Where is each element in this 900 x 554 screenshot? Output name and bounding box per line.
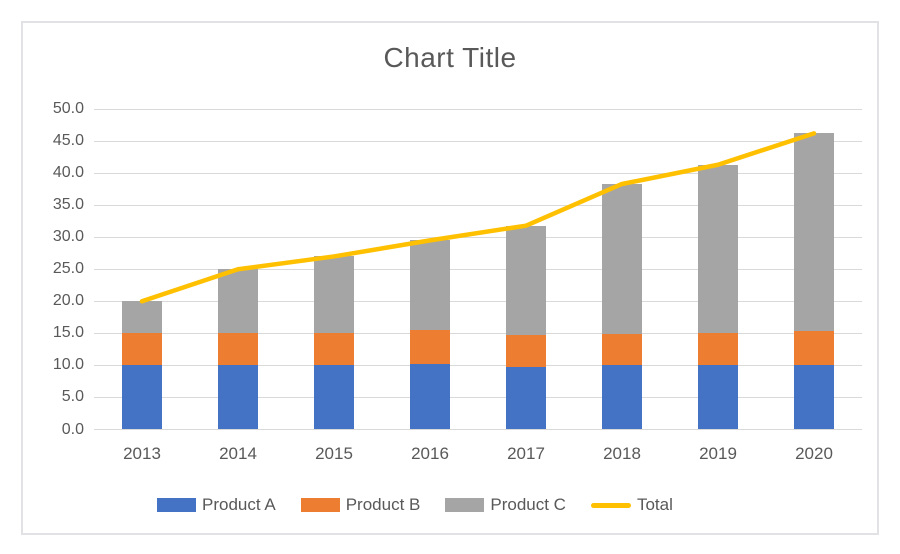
bar-segment-product-a-2018[interactable] xyxy=(602,365,642,430)
bar-segment-product-c-2013[interactable] xyxy=(122,301,162,334)
gridline-15.0 xyxy=(94,332,862,334)
bar-segment-product-c-2018[interactable] xyxy=(602,183,642,334)
y-tick-label: 50.0 xyxy=(52,100,84,117)
legend-item-product-c[interactable]: Product C xyxy=(445,495,566,515)
legend-item-total[interactable]: Total xyxy=(590,495,673,515)
bar-segment-product-b-2017[interactable] xyxy=(506,334,546,367)
legend-label-total: Total xyxy=(636,495,673,514)
legend-label-product-a: Product A xyxy=(202,495,276,514)
bar-segment-product-c-2017[interactable] xyxy=(506,225,546,335)
legend-item-product-a[interactable]: Product A xyxy=(157,495,276,515)
legend: Product A Product B Product C Total xyxy=(157,491,673,519)
gridline-45.0 xyxy=(94,140,862,142)
gridline-25.0 xyxy=(94,268,862,270)
x-tick-label-2015: 2015 xyxy=(315,444,353,463)
y-tick-label: 40.0 xyxy=(52,164,84,182)
bar-segment-product-b-2019[interactable] xyxy=(698,332,738,366)
x-tick-label-2019: 2019 xyxy=(699,444,737,463)
y-tick-label: 30.0 xyxy=(52,228,84,246)
gridline-10.0 xyxy=(94,364,862,366)
legend-label-product-b: Product B xyxy=(345,495,421,514)
gridline-30.0 xyxy=(94,236,862,238)
y-tick-label: 25.0 xyxy=(52,260,84,278)
x-tick-label-2018: 2018 xyxy=(603,444,641,463)
legend-label-product-c: Product C xyxy=(490,495,566,514)
gridline-35.0 xyxy=(94,204,862,206)
gridline-20.0 xyxy=(94,300,862,302)
bar-segment-product-a-2020[interactable] xyxy=(794,364,834,430)
bar-segment-product-b-2013[interactable] xyxy=(122,333,162,366)
legend-swatch-product-a xyxy=(157,498,196,512)
gridline-5.0 xyxy=(94,396,862,398)
bar-segment-product-a-2017[interactable] xyxy=(506,366,546,430)
bar-segment-product-b-2018[interactable] xyxy=(602,333,642,366)
x-tick-label-2020: 2020 xyxy=(795,444,833,463)
bar-segment-product-b-2015[interactable] xyxy=(314,333,354,366)
y-tick-label: 0.0 xyxy=(61,420,84,438)
bar-segment-product-b-2020[interactable] xyxy=(794,330,834,365)
bar-segment-product-c-2014[interactable] xyxy=(218,269,258,334)
y-tick-label: 20.0 xyxy=(52,292,84,310)
bar-segment-product-c-2020[interactable] xyxy=(794,133,834,331)
y-tick-label: 15.0 xyxy=(52,324,84,342)
legend-swatch-total xyxy=(590,502,631,508)
bar-segment-product-a-2019[interactable] xyxy=(698,365,738,430)
legend-swatch-product-c xyxy=(445,498,485,512)
legend-item-product-b[interactable]: Product B xyxy=(300,495,421,515)
x-tick-label-2014: 2014 xyxy=(219,444,257,463)
x-tick-label-2016: 2016 xyxy=(411,444,449,463)
bar-segment-product-c-2015[interactable] xyxy=(314,256,354,334)
bar-segment-product-b-2014[interactable] xyxy=(218,333,258,366)
bar-segment-product-b-2016[interactable] xyxy=(410,330,450,365)
y-tick-label: 10.0 xyxy=(52,356,84,374)
gridline-40.0 xyxy=(94,172,862,174)
chart-title: Chart Title xyxy=(383,42,517,73)
bar-segment-product-a-2013[interactable] xyxy=(122,365,162,430)
gridline-50.0 xyxy=(94,108,862,110)
x-tick-label-2013: 2013 xyxy=(123,444,161,463)
bar-segment-product-a-2015[interactable] xyxy=(314,365,354,430)
y-tick-label: 45.0 xyxy=(52,132,84,150)
bar-segment-product-a-2014[interactable] xyxy=(218,365,258,430)
bar-segment-product-c-2016[interactable] xyxy=(410,240,450,331)
gridline-0.0 xyxy=(94,429,862,430)
legend-swatch-product-b xyxy=(300,498,340,512)
y-tick-label: 5.0 xyxy=(61,388,84,406)
y-tick-label: 35.0 xyxy=(52,196,84,214)
bar-segment-product-c-2019[interactable] xyxy=(698,164,738,333)
x-tick-label-2017: 2017 xyxy=(507,444,545,463)
bar-segment-product-a-2016[interactable] xyxy=(410,364,450,430)
